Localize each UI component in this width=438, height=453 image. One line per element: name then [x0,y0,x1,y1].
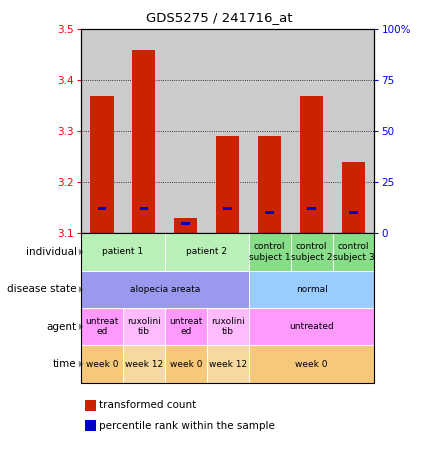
Bar [342,162,365,233]
Text: untreat
ed: untreat ed [85,317,119,337]
Bar [140,207,148,210]
Text: alopecia areata: alopecia areata [130,285,200,294]
Bar [98,207,106,210]
Bar [174,218,198,233]
Bar [81,29,123,233]
Text: disease state: disease state [7,284,77,294]
Text: normal: normal [296,285,328,294]
Text: week 0: week 0 [170,360,202,369]
Bar [123,29,165,233]
Text: week 12: week 12 [208,360,247,369]
Text: patient 2: patient 2 [186,247,227,256]
Bar [207,29,249,233]
Bar [216,136,239,233]
Text: control
subject 2: control subject 2 [291,242,332,262]
Text: patient 1: patient 1 [102,247,144,256]
Bar [349,212,358,214]
Bar [223,207,232,210]
Text: week 0: week 0 [295,360,328,369]
Text: week 12: week 12 [125,360,163,369]
Text: control
subject 3: control subject 3 [333,242,374,262]
Text: week 0: week 0 [86,360,118,369]
Bar [265,212,274,214]
Text: ruxolini
tib: ruxolini tib [211,317,245,337]
Text: GDS5275 / 241716_at: GDS5275 / 241716_at [146,11,292,24]
Text: individual: individual [26,247,77,257]
Text: control
subject 1: control subject 1 [249,242,290,262]
Bar [300,96,323,233]
Bar [91,96,113,233]
Text: untreat
ed: untreat ed [169,317,202,337]
Bar [249,29,291,233]
Bar [291,29,332,233]
Text: ruxolini
tib: ruxolini tib [127,317,161,337]
Text: percentile rank within the sample: percentile rank within the sample [99,421,276,431]
Text: agent: agent [46,322,77,332]
Bar [332,29,374,233]
Bar [165,29,207,233]
Bar [258,136,281,233]
Text: untreated: untreated [289,322,334,331]
Bar [181,222,190,225]
Bar [307,207,316,210]
Text: transformed count: transformed count [99,400,197,410]
Bar [132,50,155,233]
Text: time: time [53,359,77,369]
